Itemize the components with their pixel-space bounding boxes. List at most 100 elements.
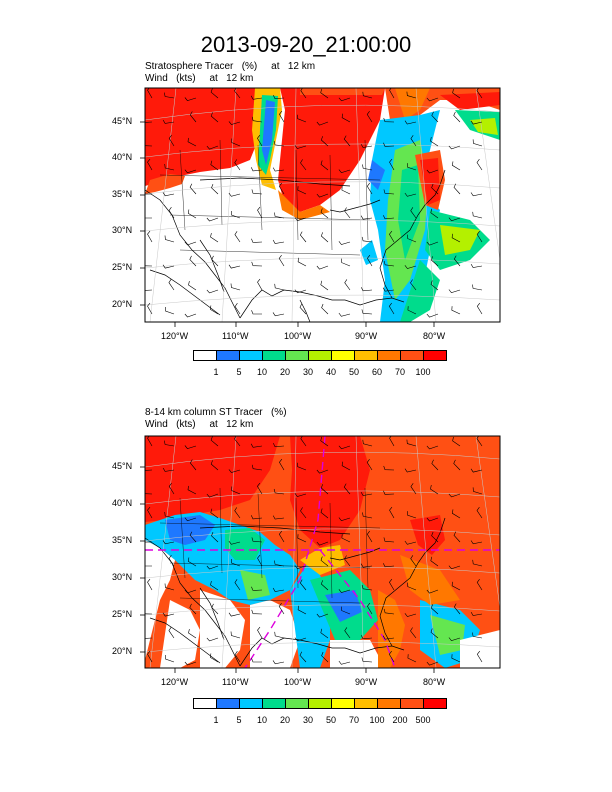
wind-barb-icon [299,303,307,315]
wind-barb-icon [187,137,197,147]
wind-barb-icon [147,506,153,519]
wind-barb-icon [389,158,395,171]
wind-barb-icon [320,208,329,219]
wind-barb-icon [341,606,351,615]
wind-barb-icon [297,186,307,195]
wind-barb-icon [272,167,285,172]
wind-barb-icon [452,88,461,99]
wind-barb-icon [272,515,285,520]
panel1-frame [144,87,501,323]
wind-barb-icon [145,469,153,471]
wind-barb-icon [164,583,175,591]
wind-barb-icon [164,440,175,447]
wind-barb-icon [145,217,152,219]
panel1-title-line1: Stratosphere Tracer (%) at 12 km [145,61,316,72]
legend-color-box [354,350,378,361]
panel2-lat-label: 20°N [112,646,133,656]
wind-barb-icon [209,653,219,663]
wind-barb-icon [234,231,241,243]
legend-label: 500 [415,715,431,725]
wind-barb-icon [251,464,263,471]
legend-color-box [285,698,309,709]
wind-barb-icon [426,517,439,522]
wind-barb-icon [383,215,395,220]
wind-barb-icon [188,629,197,639]
wind-barb-icon [430,256,439,267]
wind-barb-icon [338,660,351,665]
wind-barb-icon [320,484,329,495]
panel2-wind-barbs [145,436,483,666]
wind-barb-icon [257,626,263,639]
legend-label: 40 [325,367,336,377]
wind-barb-icon [297,257,307,267]
wind-barb-icon [341,113,351,123]
wind-barb-icon [210,436,219,447]
wind-barb-icon [145,145,153,147]
wind-barb-icon [278,603,285,615]
wind-barb-icon [431,183,439,195]
wind-barb-icon [453,531,461,543]
wind-barb-icon [448,565,461,570]
wind-barb-icon [210,581,219,591]
wind-barb-icon [189,603,197,615]
legend-color-box [239,698,263,709]
wind-barb-icon [147,230,153,243]
wind-barb-icon [164,235,175,243]
wind-barb-icon [382,635,395,640]
wind-barb-icon [273,94,285,100]
legend-color-box [354,698,378,709]
wind-barb-icon [426,313,439,318]
legend-label: 100 [415,367,431,377]
wind-barb-icon [297,462,307,471]
wind-barb-icon [147,302,153,315]
legend-label: 70 [394,367,405,377]
wind-barb-icon [361,236,373,243]
wind-barb-icon [320,556,329,567]
wind-barb-icon [470,468,483,473]
panel2-lat-label: 45°N [112,461,133,471]
panel2-lat-label: 40°N [112,498,133,508]
wind-barb-icon [145,193,153,195]
legend-label: 60 [371,367,382,377]
legend-label: 1 [213,367,219,377]
wind-barb-icon [297,534,307,543]
wind-barb-icon [228,192,241,197]
wind-barb-icon [187,209,197,219]
legend-label: 5 [236,715,242,725]
wind-barb-icon [294,217,307,222]
wind-barb-icon [162,612,175,617]
wind-barb-icon [230,283,241,291]
wind-barb-icon [404,120,417,125]
legend-label: 100 [369,715,385,725]
wind-barb-icon [184,661,197,666]
wind-barb-icon [430,628,439,639]
wind-barb-icon [206,565,219,570]
wind-barb-icon [210,112,219,123]
wind-barb-icon [321,651,329,663]
legend-color-box [400,350,424,361]
wind-barb-icon [430,280,439,291]
wind-barb-icon [383,490,395,495]
wind-barb-icon [448,145,461,150]
wind-barb-icon [448,217,461,222]
wind-barb-icon [210,160,219,171]
legend-label: 30 [302,367,313,377]
panel1-lat-label: 25°N [112,262,133,272]
wind-barb-icon [448,289,461,294]
legend-color-box [377,698,401,709]
wind-barb-icon [231,210,241,219]
wind-barb-icon [234,651,241,663]
wind-barb-icon [344,555,351,567]
wind-barb-icon [165,654,175,663]
legend-color-box [308,350,332,361]
wind-barb-icon [184,169,197,174]
wind-barb-icon [187,557,197,567]
panel1-lon-label: 120°W [161,331,189,341]
wind-barb-icon [382,287,395,292]
wind-barb-icon [316,469,329,474]
panel1-tracer-field [145,88,500,322]
wind-barb-icon [320,160,329,171]
wind-barb-icon [389,230,395,243]
legend-color-box [423,350,447,361]
wind-barb-icon [472,559,483,567]
